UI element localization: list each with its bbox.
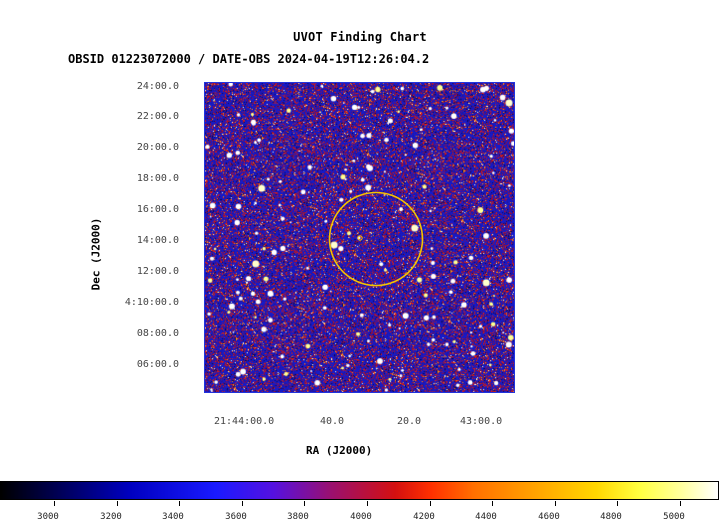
colorbar-tick: [54, 501, 55, 506]
y-tick-label: 4:10:00.0: [124, 297, 179, 308]
colorbar-tick: [617, 501, 618, 506]
y-tick-label: 20:00.0: [136, 142, 179, 153]
target-marker: [357, 235, 363, 241]
colorbar-label: 3600: [225, 512, 247, 522]
colorbar-tick: [242, 501, 243, 506]
y-tick-label: 08:00.0: [136, 328, 179, 339]
colorbar-label: 4600: [538, 512, 560, 522]
colorbar-tick: [179, 501, 180, 506]
source-region-circle[interactable]: [328, 191, 424, 287]
y-tick-label: 16:00.0: [136, 204, 179, 215]
y-tick-label: 22:00.0: [136, 111, 179, 122]
region-overlay: [328, 191, 424, 287]
y-tick-label: 12:00.0: [136, 266, 179, 277]
colorbar-label: 3200: [100, 512, 122, 522]
y-tick-label: 14:00.0: [136, 235, 179, 246]
chart-subtitle: OBSID 01223072000 / DATE-OBS 2024-04-19T…: [68, 52, 430, 66]
sky-image: [205, 83, 514, 392]
colorbar-label: 4200: [413, 512, 435, 522]
colorbar: [0, 481, 719, 500]
colorbar-label: 3800: [287, 512, 309, 522]
y-axis-label: Dec (J2000): [89, 217, 103, 291]
x-tick-label: 40.0: [320, 416, 345, 427]
x-tick-label: 21:44:00.0: [214, 416, 275, 427]
colorbar-label: 3000: [37, 512, 59, 522]
x-tick-label: 20.0: [397, 416, 422, 427]
colorbar-label: 4800: [600, 512, 622, 522]
colorbar-label: 4000: [350, 512, 372, 522]
y-tick-label: 18:00.0: [136, 173, 179, 184]
colorbar-tick: [117, 501, 118, 506]
chart-title: UVOT Finding Chart: [293, 30, 427, 44]
colorbar-tick: [680, 501, 681, 506]
y-tick-label: 06:00.0: [136, 359, 179, 370]
sky-image-panel[interactable]: [204, 82, 515, 393]
x-tick-label: 43:00.0: [460, 416, 503, 427]
colorbar-tick: [430, 501, 431, 506]
colorbar-tick: [304, 501, 305, 506]
colorbar-tick: [555, 501, 556, 506]
y-tick-label: 24:00.0: [136, 81, 179, 92]
colorbar-label: 4400: [475, 512, 497, 522]
colorbar-tick: [492, 501, 493, 506]
x-axis-label: RA (J2000): [306, 444, 373, 457]
colorbar-tick: [367, 501, 368, 506]
colorbar-label: 5000: [663, 512, 685, 522]
colorbar-label: 3400: [162, 512, 184, 522]
